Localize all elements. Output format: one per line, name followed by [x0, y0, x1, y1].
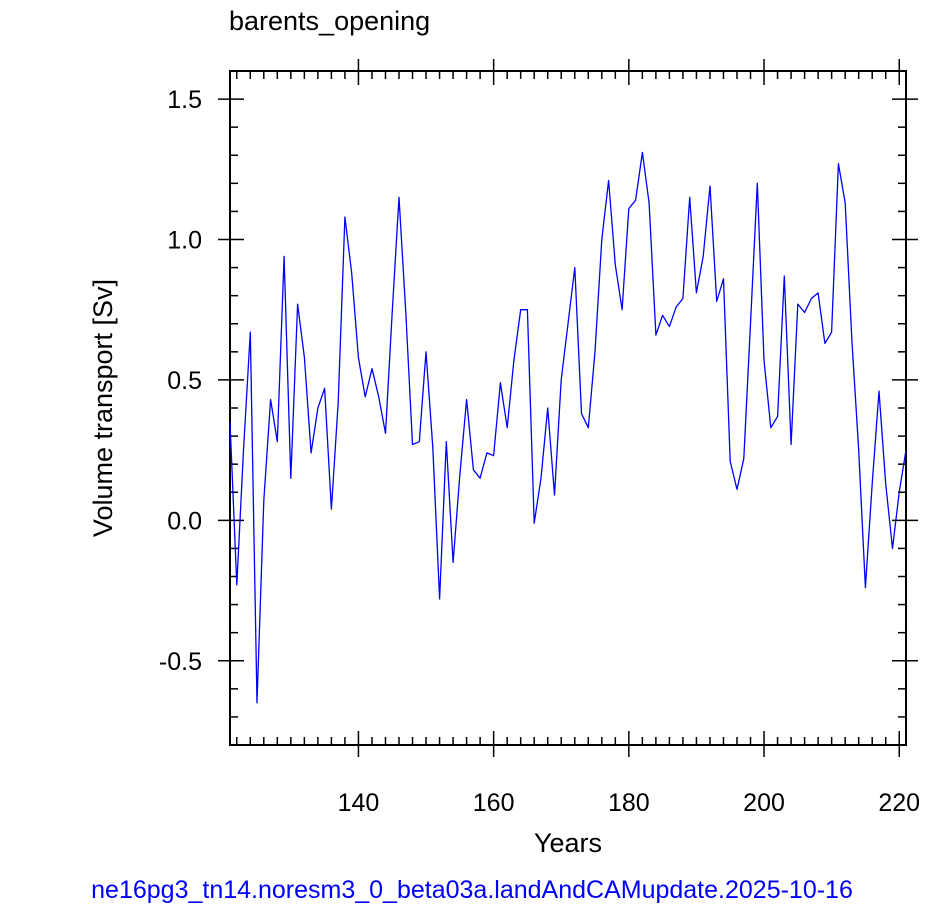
y-tick-label: 1.5 — [167, 86, 202, 114]
chart-title: barents_opening — [229, 6, 430, 36]
x-tick-labels: 140 160 180 200 220 — [338, 789, 921, 817]
major-ticks — [218, 59, 918, 757]
plot-frame — [229, 70, 907, 746]
x-tick-label: 200 — [743, 789, 785, 817]
series-line — [229, 151, 907, 704]
footer-caption: ne16pg3_tn14.noresm3_0_beta03a.landAndCA… — [91, 876, 853, 904]
y-tick-label: -0.5 — [159, 648, 202, 676]
x-tick-label: 220 — [878, 789, 920, 817]
x-tick-label: 160 — [473, 789, 515, 817]
y-axis-label: Volume transport [Sv] — [88, 279, 118, 537]
x-tick-label: 180 — [608, 789, 650, 817]
minor-ticks — [230, 70, 906, 746]
x-tick-label: 140 — [338, 789, 380, 817]
y-tick-label: 0.0 — [167, 507, 202, 535]
y-tick-label: 0.5 — [167, 367, 202, 395]
y-tick-label: 1.0 — [167, 227, 202, 255]
x-axis-label: Years — [534, 828, 602, 858]
y-tick-labels: -0.5 0.0 0.5 1.0 1.5 — [159, 86, 202, 676]
